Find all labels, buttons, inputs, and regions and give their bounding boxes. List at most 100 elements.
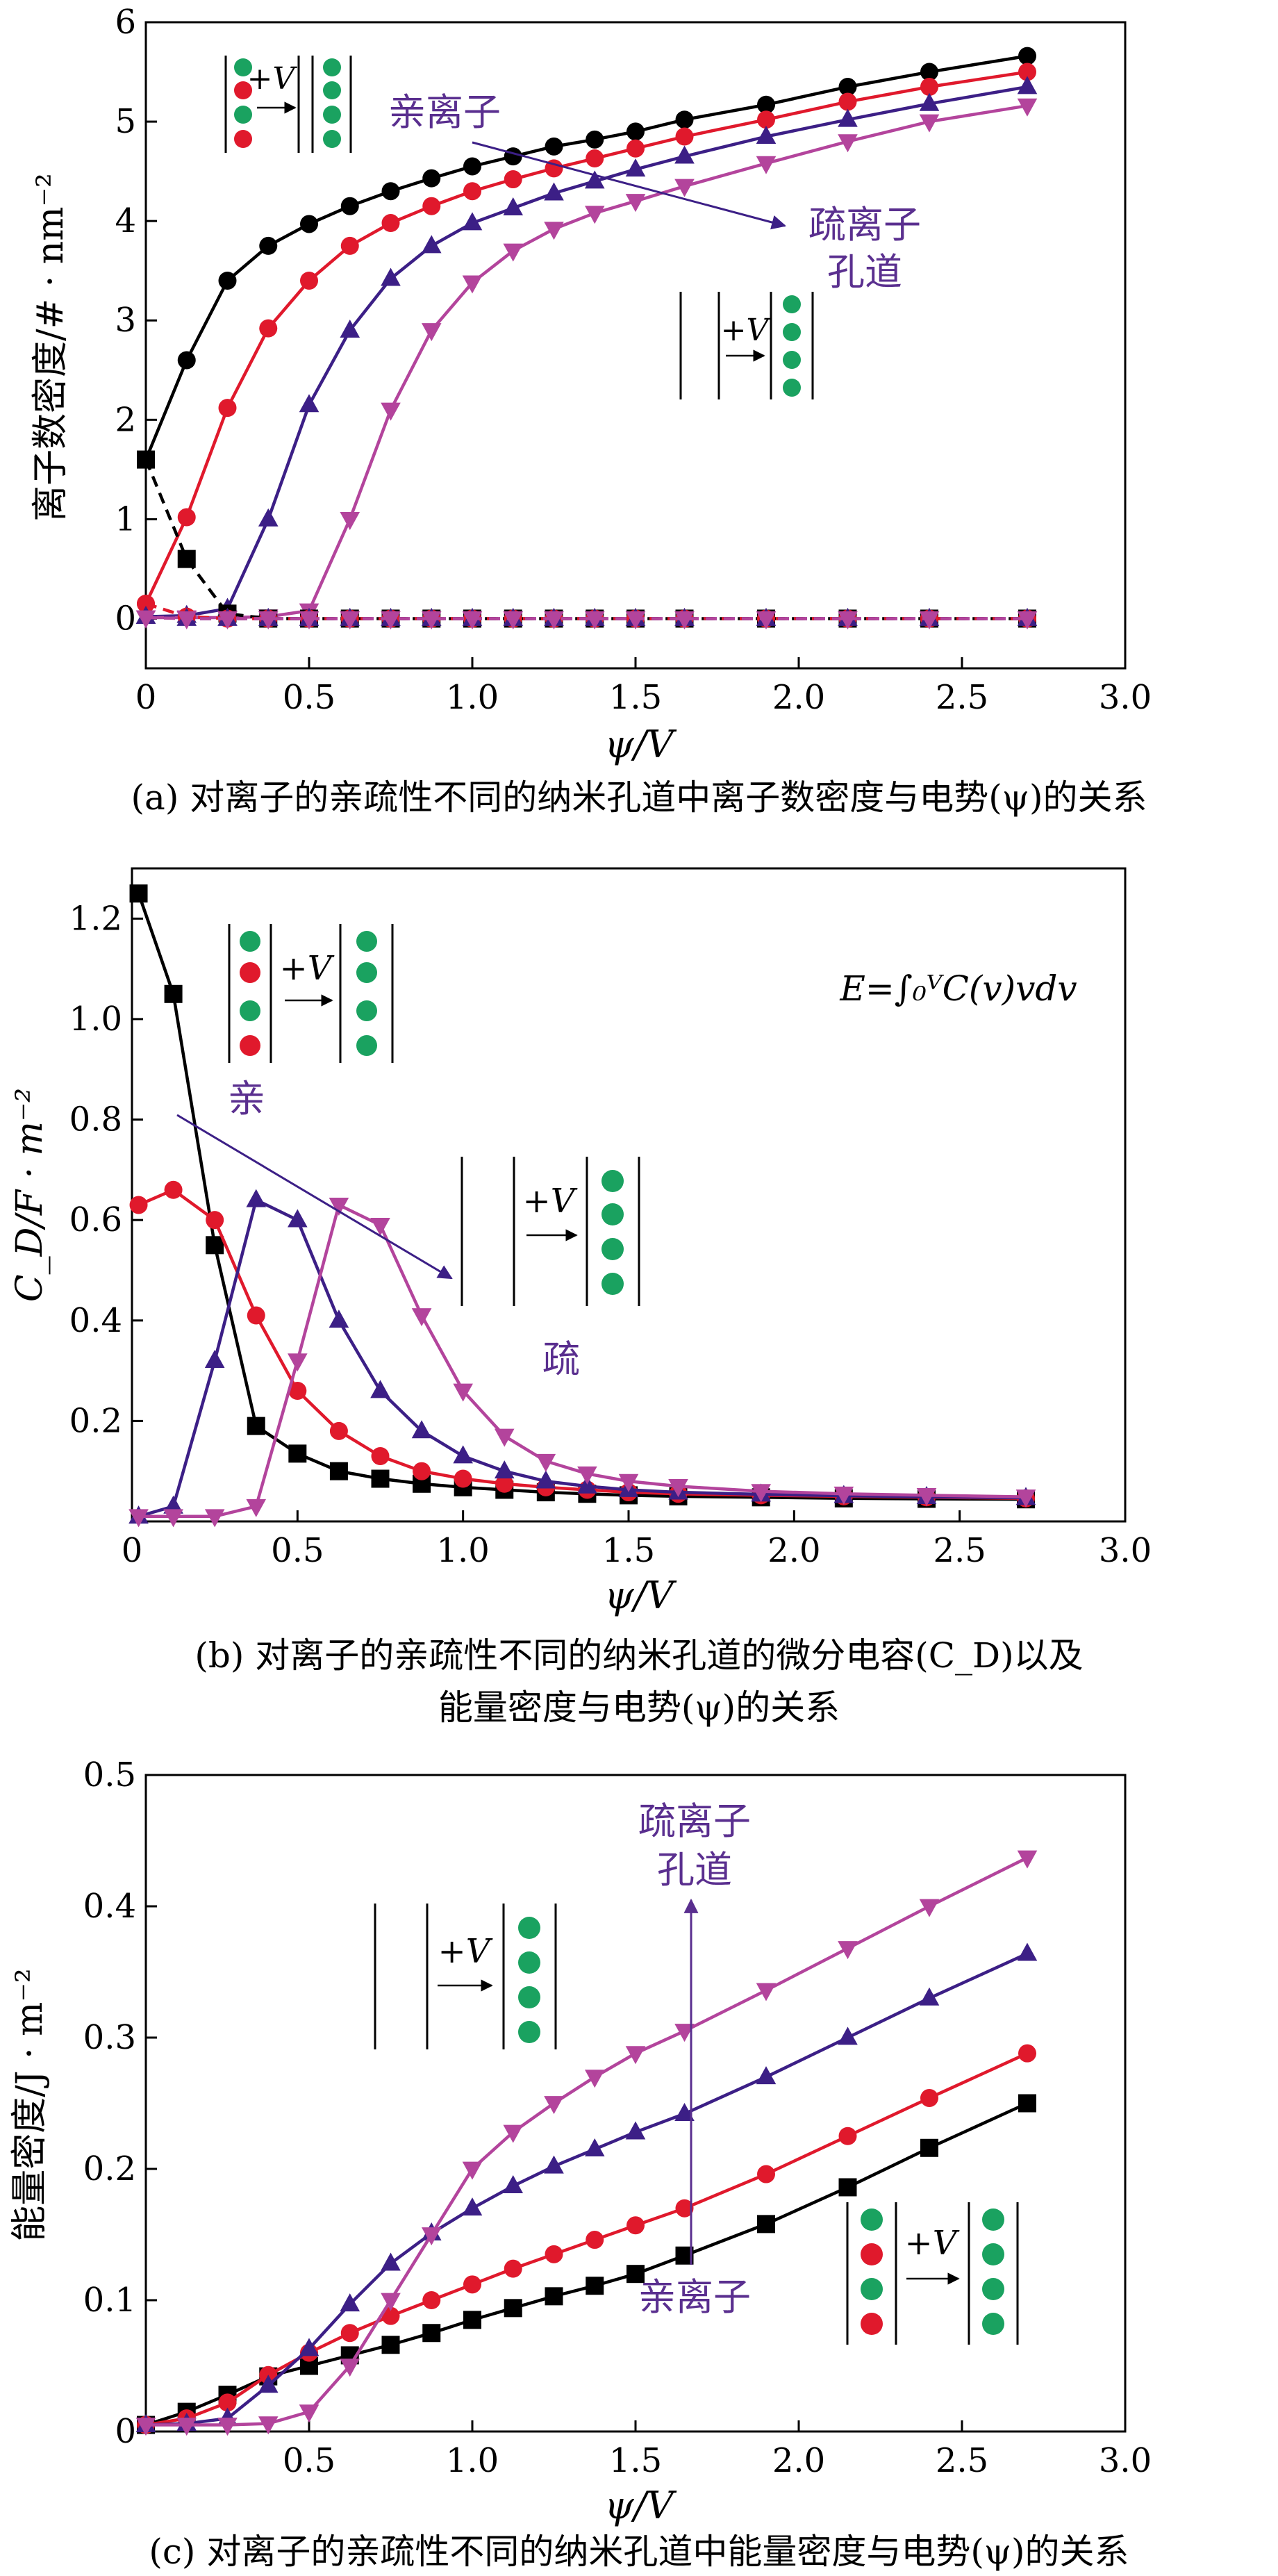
data-point-red <box>757 2165 775 2183</box>
x-tick-label: 3.0 <box>1099 1531 1152 1570</box>
panel-c-chart: 0.5 1.0 1.5 2.0 2.5 3.0 0 0.1 0.2 0.3 0.4 0.5 ψ/V 能… <box>9 1756 1152 2527</box>
series-line-black-dashed <box>144 459 1027 620</box>
data-point-black <box>545 137 563 156</box>
data-point-red <box>920 2088 938 2107</box>
panel-a-chart: 0 0.5 1.0 1.5 2.0 2.5 3.0 0 1 2 3 4 5 6 ψ/V 离子数密度/# ·… <box>30 3 1152 766</box>
anion-icon <box>323 130 341 148</box>
data-point-magenta-dashed <box>258 611 279 630</box>
data-point-blue <box>494 1460 515 1479</box>
anion-icon <box>323 106 341 124</box>
panel-c-frame <box>144 1774 1127 2433</box>
data-point-blue <box>246 1189 267 1207</box>
data-point-red <box>300 272 318 290</box>
data-point-magenta <box>584 206 605 224</box>
data-point-blue <box>258 508 279 527</box>
data-point-magenta <box>625 194 646 213</box>
y-tick-label: 0.4 <box>83 1887 136 1926</box>
x-tick-label: 1.5 <box>609 678 662 717</box>
y-tick-label: 1 <box>115 499 136 538</box>
data-point-magenta <box>618 1473 639 1492</box>
x-tick-label: 0 <box>122 1531 143 1570</box>
data-point-magenta <box>381 402 401 421</box>
data-point-black <box>381 2336 400 2354</box>
anion-icon <box>240 1000 260 1021</box>
data-point-black-dashed <box>177 550 196 568</box>
data-point-blue <box>919 1987 940 2006</box>
data-point-magenta <box>544 222 564 240</box>
panel-c-y-axis-label: 能量密度/J · m⁻² <box>9 1968 51 2242</box>
data-point-red <box>920 78 938 96</box>
data-point-red <box>259 319 278 338</box>
data-point-magenta <box>916 1488 937 1506</box>
x-tick-label: 0.5 <box>283 2441 335 2480</box>
data-point-magenta <box>340 2359 360 2377</box>
data-point-magenta <box>503 2124 524 2143</box>
data-point-black-dashed <box>137 450 155 469</box>
data-point-blue <box>340 319 360 338</box>
panel-b-caption-line-2: 能量密度与电势(ψ)的关系 <box>438 1687 840 1728</box>
data-point-magenta <box>584 2070 605 2088</box>
data-point-red <box>586 149 604 168</box>
data-point-black <box>626 122 645 141</box>
y-tick-label: 1.2 <box>69 899 122 938</box>
cation-icon <box>240 962 260 983</box>
data-point-magenta <box>176 2418 197 2436</box>
x-tick-label: 3.0 <box>1099 2441 1152 2480</box>
data-point-red <box>340 2324 359 2343</box>
data-point-red <box>495 1474 514 1493</box>
data-point-magenta <box>756 156 777 174</box>
data-point-blue <box>674 2103 695 2122</box>
series-line-blue <box>145 85 1028 618</box>
data-point-blue <box>503 2174 524 2193</box>
data-point-black <box>838 2178 857 2197</box>
data-point-red <box>129 1196 148 1214</box>
data-point-magenta-dashed <box>544 611 564 630</box>
panel-a-philic-diagram: +V <box>224 56 352 153</box>
anion-icon <box>783 379 801 397</box>
data-point-black <box>177 351 196 370</box>
data-point-magenta-dashed <box>756 611 777 630</box>
data-point-red <box>329 1421 348 1440</box>
data-point-black <box>206 1236 224 1255</box>
data-point-magenta <box>625 2046 646 2065</box>
data-point-black <box>1018 2094 1036 2113</box>
data-point-blue <box>411 1420 432 1439</box>
panel-a-x-axis-label: ψ/V <box>604 723 677 766</box>
data-point-magenta-dashed <box>584 611 605 630</box>
data-point-red <box>288 1382 307 1400</box>
x-tick-label: 0 <box>135 678 157 717</box>
series-line-blue <box>138 1198 1027 1518</box>
data-point-black <box>381 182 400 201</box>
cation-icon <box>240 1035 260 1056</box>
data-point-black <box>504 147 522 166</box>
data-point-black <box>586 130 604 149</box>
data-point-red <box>626 2216 645 2235</box>
data-point-magenta <box>751 1484 771 1503</box>
x-tick-label: 2.5 <box>933 1531 986 1570</box>
data-point-magenta <box>544 2096 564 2115</box>
data-point-red <box>675 2199 694 2218</box>
data-point-black <box>586 2277 604 2295</box>
data-point-magenta <box>503 243 524 262</box>
data-point-black <box>259 236 278 255</box>
data-point-red <box>206 1211 224 1230</box>
data-point-red <box>463 2275 481 2294</box>
data-point-red <box>247 1306 265 1325</box>
data-point-magenta-dashed <box>135 610 156 629</box>
panel-c-phobic-diagram: +V <box>374 1904 557 2049</box>
data-point-blue <box>674 145 695 164</box>
x-tick-label: 3.0 <box>1099 678 1152 717</box>
data-point-red <box>586 2231 604 2249</box>
x-tick-label: 2.5 <box>936 2441 988 2480</box>
data-point-magenta <box>536 1453 556 1472</box>
panel-b-caption-line-1: (b) 对离子的亲疏性不同的纳米孔道的微分电容(C_D)以及 <box>194 1635 1083 1676</box>
x-tick-label: 2.0 <box>772 678 825 717</box>
series-line-red <box>144 70 1028 604</box>
data-point-magenta <box>838 1941 858 1960</box>
anion-icon <box>240 931 260 952</box>
data-point-black <box>129 884 148 903</box>
data-point-red <box>177 508 196 527</box>
data-point-blue <box>536 1470 556 1489</box>
panel-b-philic-label: 亲 <box>228 1077 265 1121</box>
panel-c-phobic-label-2: 孔道 <box>657 1848 732 1892</box>
